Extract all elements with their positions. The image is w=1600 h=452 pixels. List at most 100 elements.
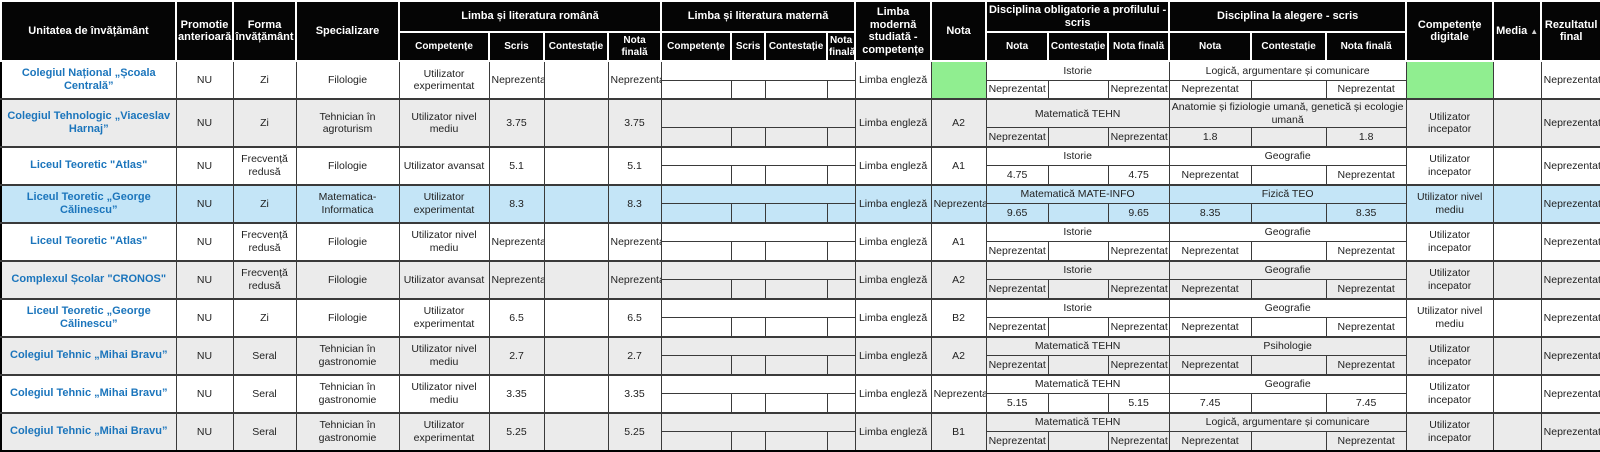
materna-scris-cell [730,203,766,224]
oblig-subject-cell: Istorie [985,145,1170,167]
forma-cell: Seral [232,373,297,414]
aleg-nota-cell: 8.35 [1168,203,1252,224]
school-link[interactable]: Colegiul Tehnic „Mihai Bravu” [10,349,168,362]
oblig-subject-cell: Matematică TEHN [985,411,1170,433]
aleg-nota-cell: Neprezentat [1168,279,1252,300]
ro-contestatie-cell [543,373,609,414]
forma-cell: Zi [232,98,297,148]
ro-contestatie-cell [543,221,609,262]
limba-moderna-cell: Limba engleză [854,98,932,148]
materna-subject-cell [660,297,856,319]
school-link[interactable]: Liceul Teoretic "Atlas" [30,159,148,172]
materna-scris-cell [730,79,766,100]
alegere-subject-cell: Logică, argumentare și comunicare [1168,60,1407,81]
aleg-contestatie-cell [1250,355,1327,376]
aleg-contestatie-cell [1250,79,1327,100]
table-row-values: Neprezentat Neprezentat Neprezentat Nepr… [1,431,1600,452]
subcol-ro-competente: Competențe [398,31,490,63]
ro-nota-finala-cell: Neprezentat [607,259,662,300]
oblig-subject-cell: Istorie [985,259,1170,281]
table-row: Liceul Teoretic "Atlas" NU Frecvență red… [0,221,1600,262]
materna-scris-cell [730,241,766,262]
oblig-nota-finala-cell: Neprezentat [1107,127,1170,148]
rezultat-cell: Neprezentat [1540,98,1600,148]
materna-competente-cell [660,431,732,452]
promotie-cell: NU [175,145,234,186]
school-cell: Complexul Școlar "CRONOS" [0,259,177,300]
ro-nota-finala-cell: 8.3 [607,183,662,224]
school-link[interactable]: Liceul Teoretic „George Călinescu” [26,304,151,330]
oblig-nota-cell: Neprezentat [985,355,1049,376]
digitale-cell: Utilizator nivel mediu [1405,297,1494,338]
school-cell: Colegiul Tehnic „Mihai Bravu” [0,411,177,452]
materna-nota-finala-cell [826,393,856,414]
aleg-nota-finala-cell: Neprezentat [1325,241,1407,262]
school-link[interactable]: Complexul Școlar "CRONOS" [11,273,167,286]
school-link[interactable]: Colegiul Tehnic „Mihai Bravu” [10,387,168,400]
promotie-cell: NU [175,259,234,300]
digitale-cell: Utilizator incepator [1405,98,1494,148]
aleg-nota-cell: Neprezentat [1168,355,1252,376]
table-row: Liceul Teoretic „George Călinescu” NU Zi… [0,297,1600,338]
media-cell [1492,183,1542,224]
ro-scris-cell: Neprezentat [488,259,545,300]
school-link[interactable]: Liceul Teoretic „George Călinescu” [26,190,151,216]
nota-cell: Neprezentat [930,373,987,414]
oblig-nota-cell: 5.15 [985,393,1049,414]
alegere-subject-cell: Geografie [1168,221,1407,243]
materna-subject-cell [660,60,856,81]
col-header-media-sort[interactable]: Media ▲ [1492,0,1543,63]
alegere-subject-cell: Fizică TEO [1168,183,1407,205]
ro-competente-cell: Utilizator nivel mediu [398,221,490,262]
school-cell: Liceul Teoretic „George Călinescu” [0,183,177,224]
oblig-nota-finala-cell: 4.75 [1107,165,1170,186]
ro-scris-cell: 3.35 [488,373,545,414]
oblig-subject-cell: Istorie [985,221,1170,243]
ro-competente-cell: Utilizator experimentat [398,60,490,100]
ro-competente-cell: Utilizator avansat [398,259,490,300]
materna-scris-cell [730,317,766,338]
aleg-nota-cell: Neprezentat [1168,431,1252,452]
oblig-contestatie-cell [1047,317,1109,338]
forma-cell: Frecvență redusă [232,145,297,186]
digitale-cell: Utilizator incepator [1405,373,1494,414]
forma-cell: Frecvență redusă [232,259,297,300]
col-header-digitale: Competențe digitale [1405,0,1495,63]
oblig-contestatie-cell [1047,279,1109,300]
table-row: Complexul Școlar "CRONOS" NU Frecvență r… [0,259,1600,300]
aleg-nota-cell: Neprezentat [1168,165,1252,186]
subcol-mat-competente: Competențe [660,31,733,63]
col-group-obligatorie: Disciplina obligatorie a profilului - sc… [985,0,1171,34]
school-link[interactable]: Colegiul Tehnic „Mihai Bravu” [10,425,168,438]
col-header-rezultat: Rezultatul final [1540,0,1600,63]
nota-cell: B1 [930,411,987,452]
oblig-subject-cell: Istorie [985,297,1170,319]
school-link[interactable]: Colegiul Tehnologic „Viaceslav Harnaj” [7,109,171,136]
specializare-cell: Filologie [295,259,400,300]
limba-moderna-cell: Limba engleză [854,221,932,262]
school-cell: Liceul Teoretic "Atlas" [0,145,177,186]
alegere-subject-cell: Logică, argumentare și comunicare [1168,411,1407,433]
table-row: Colegiul Tehnic „Mihai Bravu” NU Seral T… [0,373,1600,414]
col-group-romana: Limba și literatura română [397,0,663,34]
school-cell: Colegiul Tehnic „Mihai Bravu” [0,373,177,414]
aleg-contestatie-cell [1250,317,1327,338]
oblig-subject-cell: Matematică MATE-INFO [985,183,1170,205]
rezultat-cell: Neprezentat [1540,373,1600,414]
ro-nota-finala-cell: 3.75 [607,98,662,148]
school-link[interactable]: Colegiul Național „Școala Centrală” [21,67,156,93]
ro-nota-finala-cell: 2.7 [607,335,662,376]
school-link[interactable]: Liceul Teoretic "Atlas" [30,235,148,248]
rezultat-cell: Neprezentat [1540,297,1600,338]
aleg-contestatie-cell [1250,203,1327,224]
col-group-alegere: Disciplina la alegere - scris [1168,0,1408,34]
materna-nota-finala-cell [826,203,856,224]
nota-cell: A2 [930,335,987,376]
aleg-nota-finala-cell: Neprezentat [1325,431,1407,452]
alegere-subject-cell: Geografie [1168,297,1407,319]
oblig-nota-finala-cell: 9.65 [1107,203,1170,224]
promotie-cell: NU [175,183,234,224]
materna-nota-finala-cell [826,317,856,338]
ro-scris-cell: Neprezentat [488,221,545,262]
media-cell [1492,221,1542,262]
